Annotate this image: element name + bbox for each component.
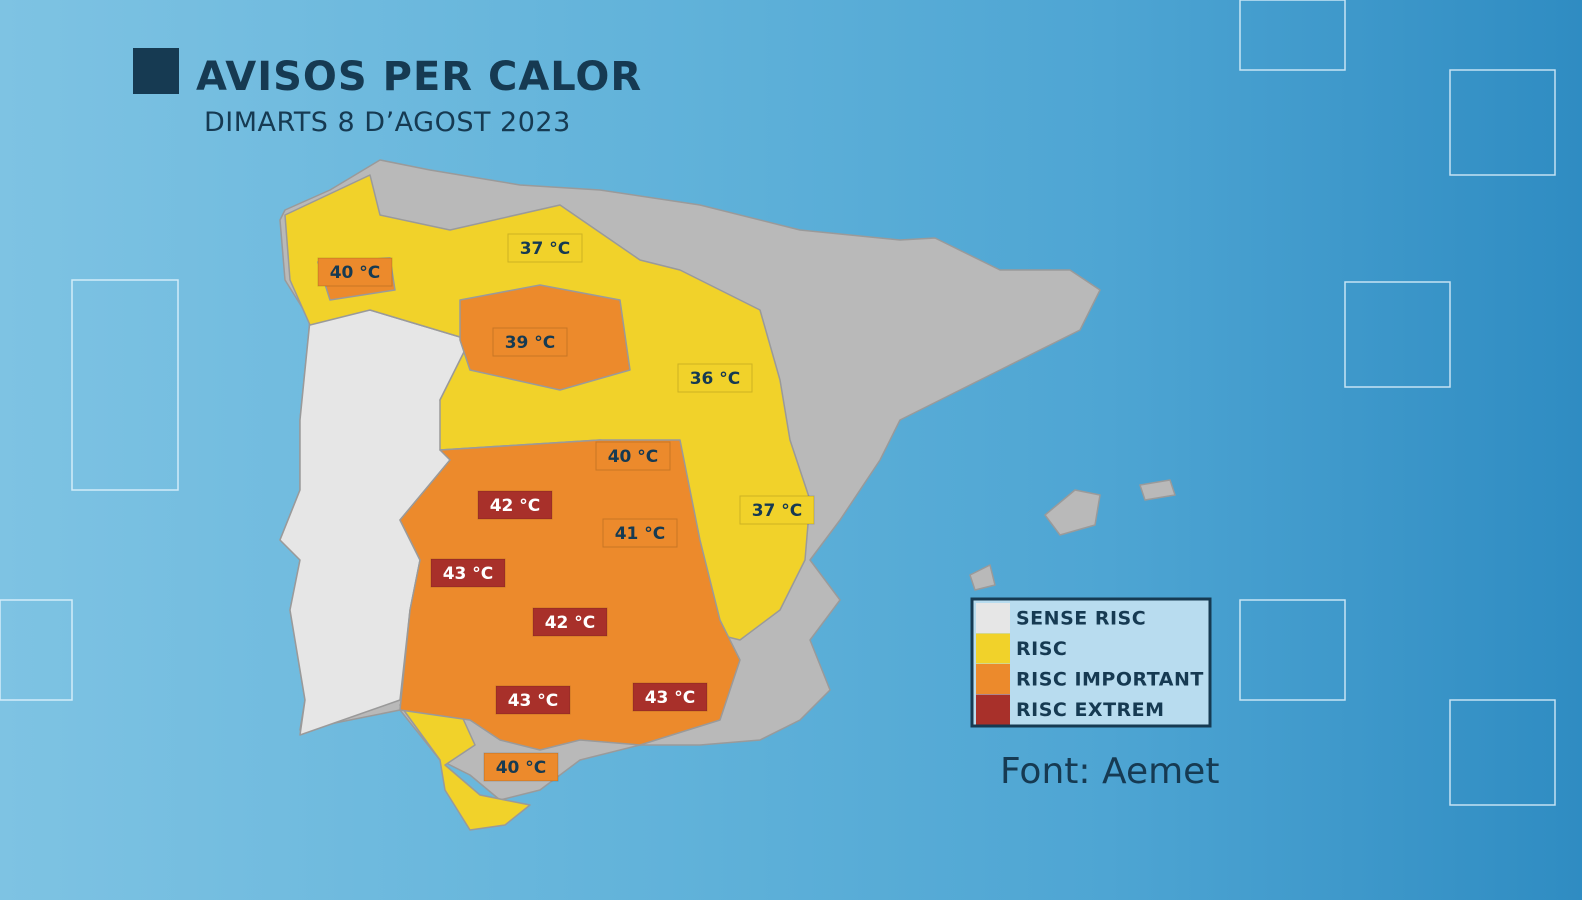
legend-swatch — [976, 694, 1010, 725]
menorca — [1139, 479, 1176, 501]
source: Font: Aemet — [1000, 751, 1219, 792]
legend-label: RISC IMPORTANT — [1016, 669, 1204, 691]
legend-label: RISC — [1016, 638, 1067, 660]
legend-swatch — [976, 603, 1010, 633]
label-box — [595, 441, 671, 471]
legend-label: SENSE RISC — [1016, 608, 1146, 630]
legend: SENSE RISC RISC RISC IMPORTANT RISC EXTREM — [976, 603, 1204, 725]
eivissa — [969, 564, 996, 591]
zone-risc-cadiz — [399, 704, 531, 831]
legend-box — [970, 597, 1212, 728]
title: AVISOS PER CALOR — [196, 54, 642, 100]
label-text: 42 °C — [545, 613, 596, 633]
label-box — [492, 327, 568, 357]
legend-label: RISC EXTREM — [1016, 699, 1165, 721]
label-box — [507, 233, 583, 263]
subtitle: DIMARTS 8 D’AGOST 2023 — [204, 107, 571, 138]
label-text: 37 °C — [520, 239, 571, 259]
label-text: 40 °C — [330, 263, 381, 283]
label-box — [602, 518, 678, 548]
label-box — [430, 558, 506, 588]
label-text: 39 °C — [505, 333, 556, 353]
legend-swatch — [976, 633, 1010, 664]
decor-grid — [0, 0, 1556, 806]
label-text: 40 °C — [496, 758, 547, 778]
label-text: 43 °C — [645, 688, 696, 708]
label-text: 43 °C — [443, 564, 494, 584]
title-square — [133, 48, 179, 94]
label-box — [532, 607, 608, 637]
mallorca — [1044, 489, 1101, 536]
zone-risc — [284, 174, 811, 641]
label-box — [317, 257, 393, 287]
legend-swatch — [976, 664, 1010, 694]
label-text: 42 °C — [490, 496, 541, 516]
label-box — [495, 685, 571, 715]
label-box — [483, 752, 559, 782]
label-box — [477, 490, 553, 520]
label-text: 37 °C — [752, 501, 803, 521]
label-text: 36 °C — [690, 369, 741, 389]
label-box — [632, 682, 708, 712]
temperature-labels: 40 °C 37 °C 39 °C 36 °C 40 °C 37 °C 42 °C 41 °C… — [317, 233, 815, 782]
label-box — [739, 495, 815, 525]
label-box — [677, 363, 753, 393]
label-text: 40 °C — [608, 447, 659, 467]
label-text: 41 °C — [615, 524, 666, 544]
spain — [279, 159, 1176, 831]
label-text: 43 °C — [508, 691, 559, 711]
